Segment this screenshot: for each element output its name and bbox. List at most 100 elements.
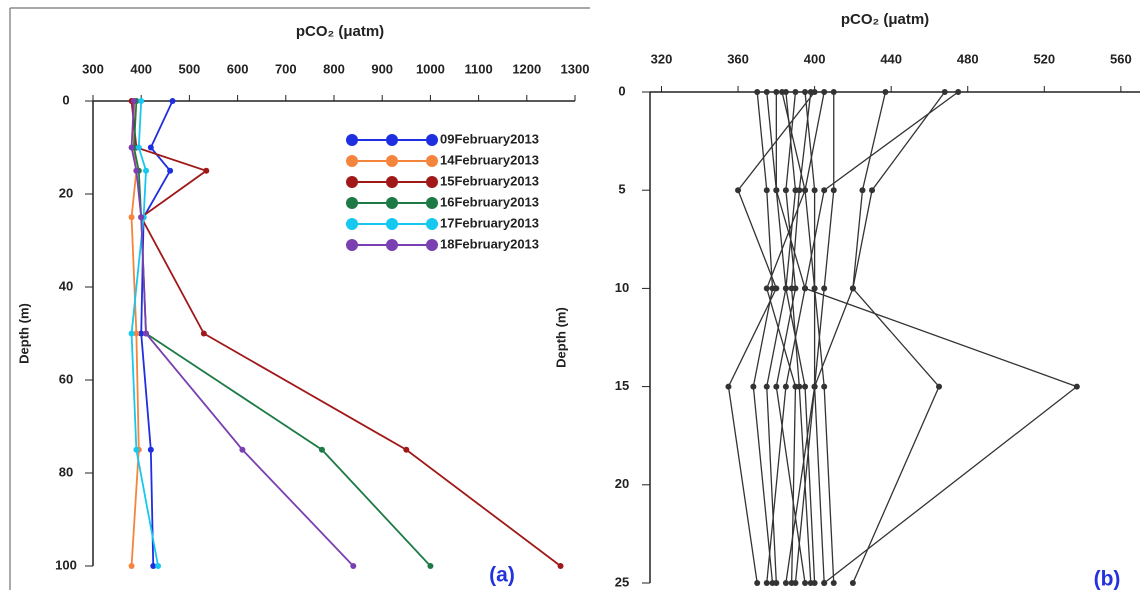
x-tick-label: 1000	[416, 61, 445, 76]
data-point	[763, 187, 770, 194]
data-point	[318, 446, 325, 453]
data-point	[133, 330, 140, 337]
y-tick-label: 0	[62, 92, 69, 107]
data-point	[133, 446, 140, 453]
y-axis-label: Depth (m)	[16, 303, 31, 364]
data-point	[754, 580, 761, 586]
legend-marker	[426, 155, 438, 167]
data-point	[807, 89, 814, 95]
data-point	[763, 580, 770, 586]
data-point	[557, 563, 564, 569]
legend-marker	[386, 134, 398, 146]
data-point	[802, 187, 809, 194]
y-tick-label: 5	[618, 182, 625, 197]
data-point	[1073, 383, 1080, 390]
data-point	[796, 187, 803, 194]
x-tick-label: 360	[727, 51, 749, 66]
data-point	[830, 187, 837, 194]
data-point	[754, 89, 761, 95]
x-tick-label: 1100	[464, 61, 492, 76]
data-point	[811, 383, 818, 390]
data-point	[200, 330, 207, 337]
y-tick-label: 25	[615, 574, 629, 589]
series-line	[785, 91, 887, 584]
series-line	[804, 91, 1079, 584]
data-point	[735, 187, 742, 194]
data-point	[811, 187, 818, 194]
data-point	[147, 144, 154, 151]
legend-marker	[346, 176, 358, 188]
legend-marker	[426, 239, 438, 251]
data-point	[427, 563, 434, 569]
data-point	[792, 89, 799, 95]
data-point	[203, 167, 210, 174]
x-tick-label: 320	[651, 51, 673, 66]
data-point	[128, 563, 135, 569]
data-point	[147, 446, 154, 453]
y-tick-label: 0	[618, 83, 625, 98]
data-point	[167, 167, 174, 174]
data-point	[811, 285, 818, 292]
legend-marker	[426, 218, 438, 230]
legend-label: 14February2013	[440, 152, 539, 167]
data-point	[143, 330, 150, 337]
x-tick-label: 1200	[512, 61, 541, 76]
data-point	[859, 187, 866, 194]
data-point	[830, 89, 837, 95]
x-tick-label: 300	[82, 61, 104, 76]
data-point	[821, 187, 828, 194]
data-point	[821, 285, 828, 292]
y-tick-label: 100	[55, 557, 77, 572]
x-tick-label: 400	[130, 61, 152, 76]
x-tick-label: 600	[227, 61, 249, 76]
data-point	[750, 383, 757, 390]
y-tick-label: 10	[615, 280, 629, 295]
data-point	[350, 563, 357, 569]
series-line	[852, 91, 946, 584]
x-tick-label: 400	[804, 51, 826, 66]
data-point	[128, 214, 135, 221]
data-point	[782, 383, 789, 390]
data-point	[782, 580, 789, 586]
data-point	[821, 89, 828, 95]
chart-title: pCO₂ (μatm)	[296, 23, 384, 40]
series-line	[813, 92, 835, 584]
legend-marker	[346, 197, 358, 209]
data-point	[725, 383, 732, 390]
legend-label: 15February2013	[440, 173, 539, 188]
data-point	[133, 167, 140, 174]
data-point	[941, 89, 948, 95]
data-point	[130, 98, 137, 104]
data-point	[849, 580, 856, 586]
data-point	[792, 383, 799, 390]
data-point	[802, 580, 809, 586]
y-tick-label: 60	[59, 371, 73, 386]
x-tick-label: 900	[371, 61, 393, 76]
data-point	[802, 89, 809, 95]
series-line	[133, 100, 432, 567]
legend-marker	[386, 218, 398, 230]
y-tick-label: 20	[615, 476, 629, 491]
x-tick-label: 480	[957, 51, 979, 66]
data-point	[155, 563, 162, 569]
data-point	[135, 144, 142, 151]
x-tick-label: 520	[1033, 51, 1055, 66]
data-point	[763, 383, 770, 390]
data-point	[128, 144, 135, 151]
legend-marker	[346, 155, 358, 167]
x-tick-label: 500	[179, 61, 201, 76]
data-point	[807, 580, 814, 586]
data-point	[239, 446, 246, 453]
data-point	[763, 285, 770, 292]
legend-marker	[386, 155, 398, 167]
data-point	[169, 98, 176, 104]
legend-marker	[346, 239, 358, 251]
data-point	[773, 383, 780, 390]
legend-label: 16February2013	[440, 194, 539, 209]
data-point	[788, 285, 795, 292]
panel-label: (b)	[1094, 568, 1121, 591]
data-point	[138, 330, 145, 337]
y-axis-label: Depth (m)	[553, 307, 568, 368]
data-point	[830, 580, 837, 586]
